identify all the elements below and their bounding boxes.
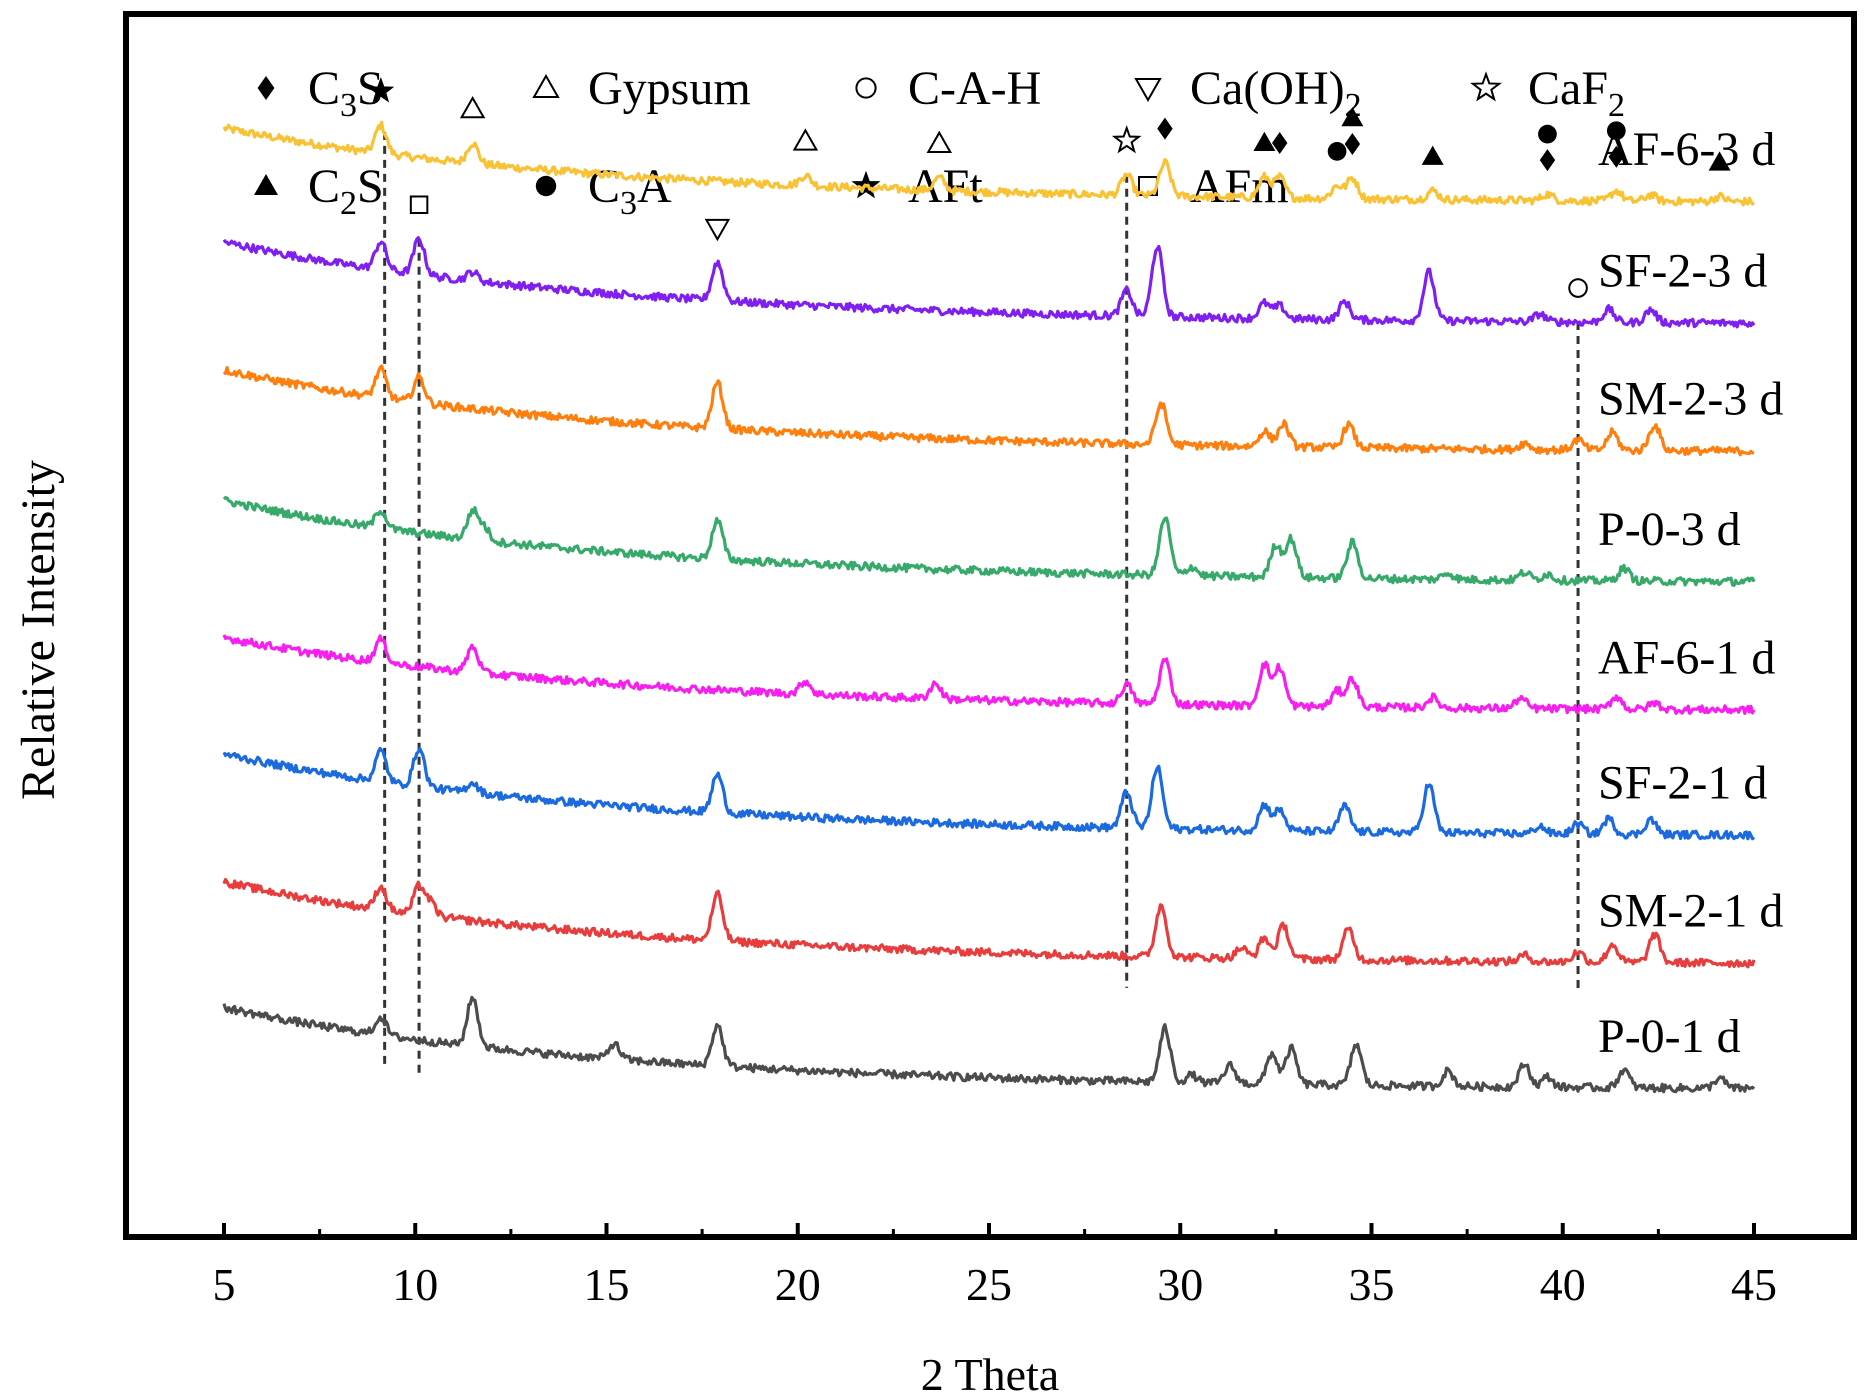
legend-entry-label: AFm	[1190, 160, 1289, 213]
x-tick-label: 35	[1349, 1259, 1395, 1310]
series-line	[222, 236, 1756, 329]
filled-triangle-up-icon	[1253, 131, 1276, 151]
legend-entry-label: C3S	[308, 62, 384, 124]
legend-label-text: Ca(OH)	[1190, 62, 1345, 115]
series-line	[222, 496, 1756, 588]
y-axis-title: Relative Intensity	[12, 460, 65, 800]
open-triangle-up-icon	[532, 73, 560, 98]
open-triangle-up-icon	[792, 128, 819, 151]
legend-entry: CaF2	[1470, 62, 1625, 124]
legend-entry-label: C-A-H	[908, 62, 1041, 115]
open-triangle-down-icon	[1134, 78, 1162, 103]
open-square-icon	[409, 195, 429, 214]
filled-diamond-icon	[1344, 132, 1361, 155]
legend-label-text: A	[637, 160, 672, 213]
x-tick-label: 25	[966, 1259, 1012, 1310]
legend-label-subscript: 2	[1608, 87, 1625, 124]
filled-diamond-icon	[1539, 149, 1556, 172]
series-label: SM-2-1 d	[1598, 884, 1783, 937]
x-tick-label: 15	[584, 1259, 630, 1310]
legend-label-subscript: 3	[340, 87, 357, 124]
filled-diamond-icon	[1608, 145, 1624, 168]
legend-label-text: S	[357, 160, 384, 213]
open-circle-icon	[855, 77, 877, 99]
x-axis-ticks: 5 10 15 20 25 30 35 40 45	[213, 1223, 1777, 1310]
filled-triangle-up-icon	[1421, 145, 1444, 165]
filled-circle-icon	[1538, 124, 1557, 144]
filled-diamond-icon	[257, 76, 275, 100]
legend-entry-label: C2S	[308, 160, 384, 222]
series-line	[222, 364, 1755, 457]
legend-entry-label: Gypsum	[588, 62, 751, 115]
legend-entry: C3A	[535, 160, 672, 222]
filled-diamond-icon	[1157, 117, 1173, 140]
legend-entry: Gypsum	[532, 62, 751, 115]
legend-label-text: C	[588, 160, 620, 213]
series-label: AF-6-1 d	[1598, 631, 1775, 684]
x-tick-label: 10	[392, 1259, 438, 1310]
legend-label-text: AFm	[1190, 160, 1289, 213]
legend-label-text: Gypsum	[588, 62, 751, 115]
open-circle-icon	[1568, 278, 1588, 298]
legend-label-subscript: 3	[620, 185, 637, 222]
series-label: SF-2-1 d	[1598, 756, 1767, 809]
peak-markers	[367, 76, 1731, 298]
series-label: AF-6-3 d	[1598, 123, 1775, 176]
open-star-icon	[1470, 71, 1502, 102]
filled-circle-icon	[1327, 142, 1347, 161]
legend-label-text: C	[308, 62, 340, 115]
filled-circle-icon	[535, 175, 557, 197]
reference-lines	[383, 131, 1580, 1073]
legend-entry: C-A-H	[855, 62, 1041, 115]
filled-triangle-up-icon	[254, 174, 278, 195]
legend-entry-label: C3A	[588, 160, 672, 222]
legend-entry: C3S	[257, 62, 384, 124]
x-tick-label: 20	[775, 1259, 821, 1310]
legend-label-text: CaF	[1528, 62, 1608, 115]
series-labels: AF-6-3 d SF-2-3 d SM-2-3 d P-0-3 d AF-6-1 d S…	[1598, 123, 1783, 1063]
series-label: P-0-1 d	[1598, 1010, 1741, 1063]
legend-entry: C2S	[254, 160, 384, 222]
filled-triangle-up-icon	[1708, 151, 1731, 171]
open-triangle-up-icon	[459, 95, 486, 119]
legend-label-subscript: 2	[340, 185, 357, 222]
x-tick-label: 30	[1157, 1259, 1203, 1310]
x-tick-label: 45	[1731, 1259, 1777, 1310]
open-triangle-down-icon	[704, 218, 731, 242]
series-label: SF-2-3 d	[1598, 244, 1767, 297]
series-line	[222, 995, 1756, 1094]
filled-circle-icon	[1606, 121, 1626, 141]
series-label: P-0-3 d	[1598, 503, 1741, 556]
series-line	[222, 120, 1756, 207]
open-triangle-up-icon	[926, 130, 952, 153]
legend-entry: Ca(OH)2	[1134, 62, 1362, 124]
series-label: SM-2-3 d	[1598, 372, 1783, 425]
filled-diamond-icon	[1272, 131, 1288, 154]
x-axis-title: 2 Theta	[921, 1349, 1059, 1398]
legend-entry-label: CaF2	[1528, 62, 1625, 124]
series-line	[222, 877, 1756, 969]
series-line	[222, 634, 1756, 716]
x-tick-label: 40	[1540, 1259, 1586, 1310]
filled-triangle-up-icon	[1341, 106, 1364, 127]
series-line	[222, 746, 1756, 841]
filled-star-icon	[367, 76, 395, 103]
open-star-icon	[1111, 125, 1142, 154]
legend-label-text: C	[308, 160, 340, 213]
series-lines	[222, 120, 1756, 1094]
x-tick-label: 5	[213, 1259, 236, 1310]
legend-label-text: C-A-H	[908, 62, 1041, 115]
legend-entry-label: Ca(OH)2	[1190, 62, 1362, 124]
